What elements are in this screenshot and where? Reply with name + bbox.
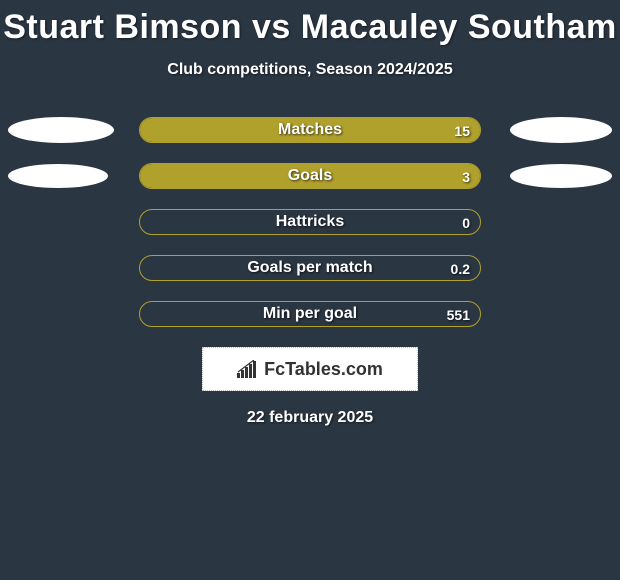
page-title: Stuart Bimson vs Macauley Southam (0, 0, 620, 47)
subtitle: Club competitions, Season 2024/2025 (0, 61, 620, 79)
stat-bar-track: 15 (139, 117, 481, 143)
stat-row: 0Hattricks (0, 209, 620, 235)
stat-bar-track: 0 (139, 209, 481, 235)
player-avatar-right (510, 164, 612, 188)
stat-bar-track: 3 (139, 163, 481, 189)
player-avatar-left (8, 164, 108, 188)
stat-row: 3Goals (0, 163, 620, 189)
brand-text: FcTables.com (264, 359, 383, 380)
stat-row: 15Matches (0, 117, 620, 143)
bars-icon (237, 360, 259, 378)
stat-bar-track: 551 (139, 301, 481, 327)
brand-box[interactable]: FcTables.com (202, 347, 418, 391)
stat-bar-fill (140, 118, 480, 142)
stats-container: 15Matches 3Goals 0Hattricks 0.2Goals per ma… (0, 117, 620, 327)
date-text: 22 february 2025 (0, 409, 620, 427)
stat-value: 0 (462, 210, 470, 235)
player-avatar-left (8, 117, 114, 143)
stat-bar-track: 0.2 (139, 255, 481, 281)
stat-bar-fill (140, 164, 480, 188)
stat-value: 0.2 (451, 256, 470, 281)
stat-value: 551 (447, 302, 470, 327)
player-avatar-right (510, 117, 612, 143)
stat-row: 551Min per goal (0, 301, 620, 327)
stat-row: 0.2Goals per match (0, 255, 620, 281)
